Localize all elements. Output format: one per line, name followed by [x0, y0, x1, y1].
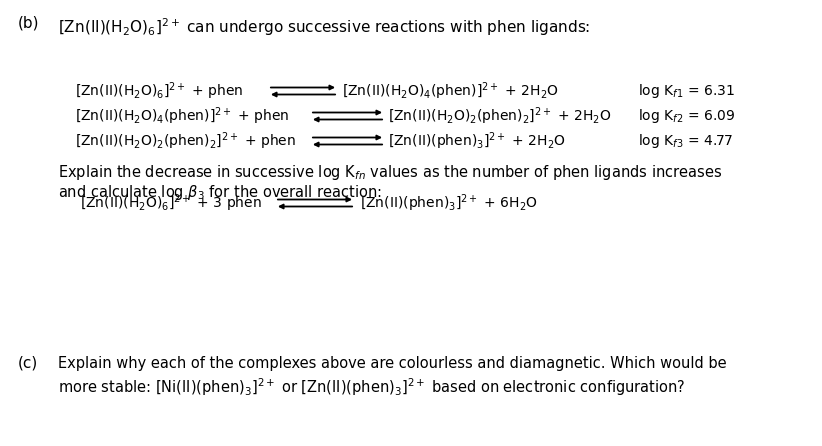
Text: (c): (c) [18, 356, 39, 371]
Text: [Zn(II)(H$_2$O)$_6$]$^{2+}$ can undergo successive reactions with phen ligands:: [Zn(II)(H$_2$O)$_6$]$^{2+}$ can undergo … [58, 16, 590, 38]
Text: log K$_{f2}$ = 6.09: log K$_{f2}$ = 6.09 [638, 107, 735, 125]
Text: (b): (b) [18, 16, 39, 31]
Text: log K$_{f1}$ = 6.31: log K$_{f1}$ = 6.31 [638, 82, 735, 100]
Text: [Zn(II)(phen)$_3$]$^{2+}$ + 2H$_2$O: [Zn(II)(phen)$_3$]$^{2+}$ + 2H$_2$O [388, 130, 566, 152]
Text: [Zn(II)(H$_2$O)$_6$]$^{2+}$ + phen: [Zn(II)(H$_2$O)$_6$]$^{2+}$ + phen [75, 80, 243, 102]
Text: Explain why each of the complexes above are colourless and diamagnetic. Which wo: Explain why each of the complexes above … [58, 356, 727, 371]
Text: log K$_{f3}$ = 4.77: log K$_{f3}$ = 4.77 [638, 132, 733, 150]
Text: more stable: [Ni(II)(phen)$_3$]$^{2+}$ or [Zn(II)(phen)$_3$]$^{2+}$ based on ele: more stable: [Ni(II)(phen)$_3$]$^{2+}$ o… [58, 376, 686, 398]
Text: and calculate log $\beta_3$ for the overall reaction:: and calculate log $\beta_3$ for the over… [58, 183, 382, 202]
Text: Explain the decrease in successive log K$_{fn}$ values as the number of phen lig: Explain the decrease in successive log K… [58, 163, 722, 182]
Text: [Zn(II)(H$_2$O)$_2$(phen)$_2$]$^{2+}$ + 2H$_2$O: [Zn(II)(H$_2$O)$_2$(phen)$_2$]$^{2+}$ + … [388, 105, 612, 127]
Text: [Zn(II)(H$_2$O)$_6$]$^{2+}$ + 3 phen: [Zn(II)(H$_2$O)$_6$]$^{2+}$ + 3 phen [80, 192, 262, 214]
Text: [Zn(II)(H$_2$O)$_4$(phen)]$^{2+}$ + phen: [Zn(II)(H$_2$O)$_4$(phen)]$^{2+}$ + phen [75, 105, 289, 127]
Text: [Zn(II)(H$_2$O)$_2$(phen)$_2$]$^{2+}$ + phen: [Zn(II)(H$_2$O)$_2$(phen)$_2$]$^{2+}$ + … [75, 130, 296, 152]
Text: [Zn(II)(H$_2$O)$_4$(phen)]$^{2+}$ + 2H$_2$O: [Zn(II)(H$_2$O)$_4$(phen)]$^{2+}$ + 2H$_… [342, 80, 559, 102]
Text: [Zn(II)(phen)$_3$]$^{2+}$ + 6H$_2$O: [Zn(II)(phen)$_3$]$^{2+}$ + 6H$_2$O [360, 192, 538, 214]
